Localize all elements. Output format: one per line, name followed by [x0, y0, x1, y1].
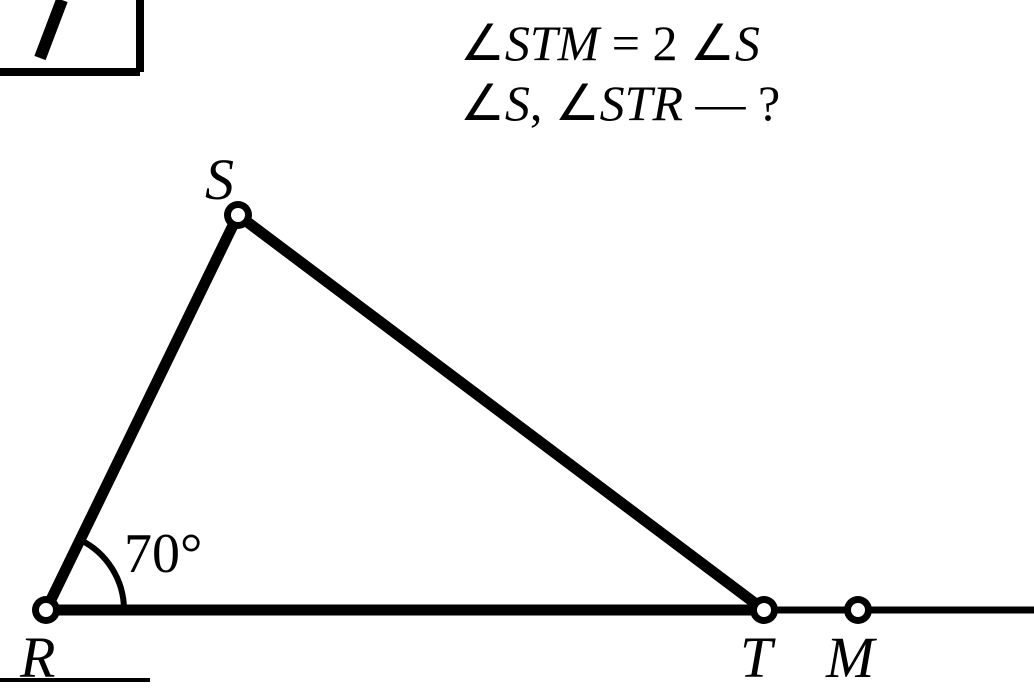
- geometry-problem-canvas: ∠STM = 2 ∠S ∠S, ∠STR — ? S R T M 70°: [0, 0, 1034, 685]
- vertex-label-m: M: [826, 624, 874, 691]
- vertex-label-t: T: [740, 624, 772, 691]
- angle-value-label: 70°: [124, 522, 202, 586]
- vertex-label-r: R: [20, 624, 55, 691]
- vertex-label-s: S: [205, 146, 234, 213]
